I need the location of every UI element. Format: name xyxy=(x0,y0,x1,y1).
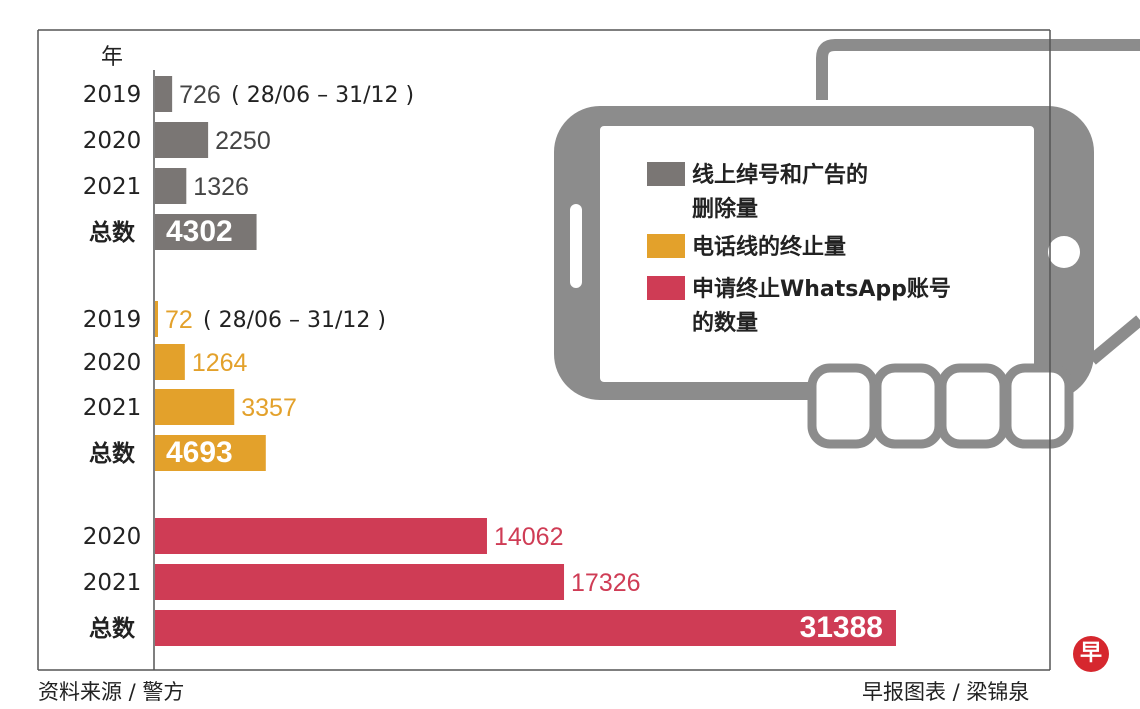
finger xyxy=(872,363,944,449)
finger xyxy=(807,363,879,449)
bar xyxy=(155,76,173,112)
phone-fingers xyxy=(807,363,1074,449)
bar xyxy=(155,344,185,380)
legend-swatch xyxy=(647,162,685,186)
value-label: 3357 xyxy=(241,394,297,422)
category-label: 2021 xyxy=(83,570,142,596)
category-label: 2020 xyxy=(83,524,142,550)
bar xyxy=(155,389,235,425)
source-note: 资料来源 / 警方 xyxy=(38,680,185,704)
value-label: 17326 xyxy=(571,569,641,597)
bar xyxy=(155,168,187,204)
bars-layer: 2019 726 ( 28/06 – 31/12 ) 2020 2250 2021 1326… xyxy=(83,76,896,646)
legend-label: 删除量 xyxy=(692,196,758,222)
phone-thumb-line xyxy=(1088,315,1140,365)
category-label: 2021 xyxy=(83,174,142,200)
date-range-note: ( 28/06 – 31/12 ) xyxy=(203,308,386,333)
category-label: 总数 xyxy=(89,615,136,642)
category-label: 2019 xyxy=(83,82,142,108)
value-label: 14062 xyxy=(494,523,564,551)
credit-note: 早报图表 / 梁锦泉 xyxy=(862,680,1030,704)
bar xyxy=(155,435,266,471)
bar xyxy=(155,564,565,600)
value-label: 1326 xyxy=(193,173,249,201)
legend-label: 线上绰号和广告的 xyxy=(692,162,868,188)
bar xyxy=(155,122,209,158)
value-label: 1264 xyxy=(192,349,248,377)
bar xyxy=(155,214,257,250)
value-label: 2250 xyxy=(215,127,271,155)
finger xyxy=(937,363,1009,449)
category-label: 2019 xyxy=(83,307,142,333)
phone-home-button xyxy=(1048,236,1080,268)
category-label: 总数 xyxy=(89,219,136,246)
category-label: 总数 xyxy=(89,440,136,467)
bar xyxy=(155,518,487,554)
category-label: 2020 xyxy=(83,128,142,154)
value-label: 72 xyxy=(165,306,193,334)
value-label: 31388 xyxy=(800,611,883,644)
phone-illustration xyxy=(554,39,1140,449)
bar xyxy=(155,301,158,337)
value-label: 4302 xyxy=(166,215,233,248)
logo-badge: 早 xyxy=(1073,636,1109,672)
year-header: 年 xyxy=(101,45,123,70)
phone-speaker xyxy=(570,204,582,288)
legend-label: 申请终止WhatsApp账号 xyxy=(692,276,951,302)
phone-hand-outline xyxy=(816,39,1140,100)
legend-swatch xyxy=(647,234,685,258)
legend-label: 电话线的终止量 xyxy=(692,234,846,260)
value-label: 726 xyxy=(179,81,221,109)
date-range-note: ( 28/06 – 31/12 ) xyxy=(231,83,414,108)
bar xyxy=(155,610,896,646)
value-label: 4693 xyxy=(166,436,233,469)
legend-label: 的数量 xyxy=(692,310,758,336)
legend-swatch xyxy=(647,276,685,300)
category-label: 2021 xyxy=(83,395,142,421)
finger xyxy=(1002,363,1074,449)
phone-screen xyxy=(600,126,1034,382)
category-label: 2020 xyxy=(83,350,142,376)
